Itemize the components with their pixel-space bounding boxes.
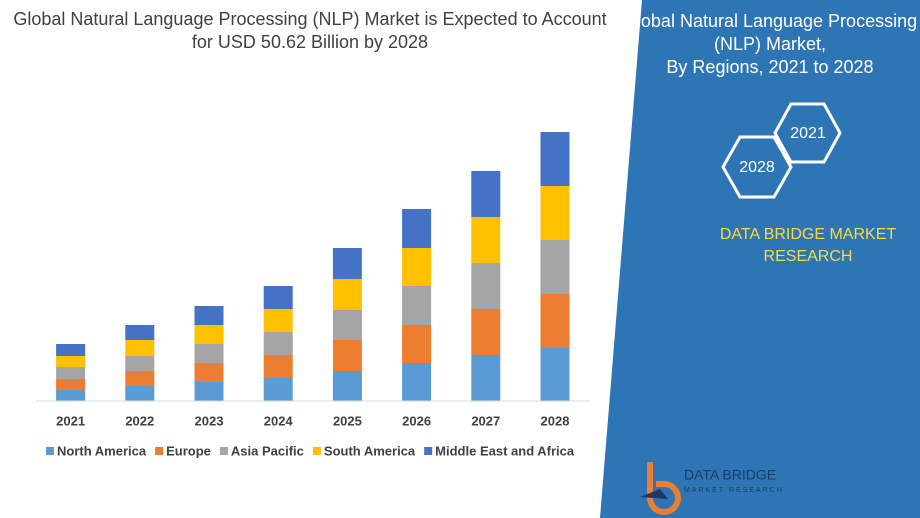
bar-segment bbox=[402, 248, 432, 286]
bar-segment bbox=[125, 386, 155, 401]
bar-segment bbox=[332, 279, 362, 310]
side-title-line: By Regions, 2021 to 2028 bbox=[666, 57, 874, 77]
bar-segment bbox=[332, 310, 362, 340]
bar-segment bbox=[332, 371, 362, 401]
bar-segment bbox=[125, 356, 155, 371]
legend-label: North America bbox=[57, 443, 147, 458]
bar-segment bbox=[471, 309, 501, 355]
brand-line: RESEARCH bbox=[763, 248, 853, 265]
brand-line: DATA BRIDGE MARKET bbox=[719, 226, 897, 243]
bar-segment bbox=[263, 332, 293, 355]
bar-segment bbox=[540, 240, 570, 294]
bar-segment bbox=[540, 132, 570, 186]
bar-segment bbox=[332, 340, 362, 371]
bar-segment bbox=[471, 355, 501, 401]
x-tick-label: 2026 bbox=[402, 413, 431, 428]
x-tick-label: 2028 bbox=[541, 413, 570, 428]
x-tick-label: 2025 bbox=[333, 413, 362, 428]
side-title: Global Natural Language Processing (NLP) … bbox=[620, 10, 920, 79]
hexagon bbox=[773, 102, 842, 164]
hexagon bbox=[721, 135, 793, 199]
bar-segment bbox=[194, 382, 224, 401]
bar-segment bbox=[471, 171, 501, 217]
bar-segment bbox=[56, 379, 86, 390]
x-tick-label: 2021 bbox=[56, 413, 85, 428]
bar-segment bbox=[56, 390, 86, 401]
legend-swatch bbox=[312, 447, 321, 455]
legend-swatch bbox=[46, 447, 54, 455]
bar-segment bbox=[194, 306, 224, 325]
bar-segment bbox=[471, 263, 501, 309]
bar-segment bbox=[56, 356, 86, 367]
bar-segment bbox=[402, 363, 432, 401]
logo-icon bbox=[647, 462, 681, 515]
bar-segment bbox=[540, 186, 570, 240]
side-title-line: (NLP) Market, bbox=[713, 34, 827, 54]
x-tick-label: 2027 bbox=[471, 413, 500, 428]
bar-segment bbox=[471, 217, 501, 263]
bar-segment bbox=[56, 367, 86, 379]
bar-segment bbox=[263, 355, 293, 378]
bar-segment bbox=[402, 209, 432, 248]
chart-title: Global Natural Language Processing (NLP)… bbox=[13, 9, 607, 52]
bar-segment bbox=[194, 325, 224, 344]
side-panel-bg bbox=[600, 0, 920, 518]
bar-segment bbox=[402, 325, 432, 363]
bar-segment bbox=[540, 348, 570, 401]
bar-segment bbox=[56, 344, 86, 356]
bar-segment bbox=[125, 371, 155, 386]
x-tick-label: 2022 bbox=[125, 413, 154, 428]
legend-swatch bbox=[424, 447, 433, 455]
legend-label: Middle East and Africa bbox=[435, 443, 575, 458]
logo-tagline: MARKET RESEARCH bbox=[684, 487, 784, 494]
bar-segment bbox=[402, 286, 432, 325]
bar-segment bbox=[540, 294, 570, 348]
logo-name: DATA BRIDGE bbox=[684, 467, 776, 483]
legend-label: Europe bbox=[166, 443, 211, 458]
plot: 2021 2022 2023 2024 2025 2026 2027 2028 North Am… bbox=[36, 132, 590, 458]
bar-segment bbox=[194, 344, 224, 363]
bar-segment bbox=[125, 325, 155, 340]
legend-swatch bbox=[155, 447, 164, 455]
legend-label: South America bbox=[324, 443, 416, 458]
bar-segment bbox=[125, 340, 155, 356]
legend-swatch bbox=[219, 447, 228, 455]
hexagon-label: 2028 bbox=[739, 159, 775, 176]
x-tick-label: 2023 bbox=[195, 413, 224, 428]
x-tick-label: 2024 bbox=[264, 413, 294, 428]
bar-segment bbox=[194, 363, 224, 382]
side-title-line: Global Natural Language Processing bbox=[622, 11, 918, 31]
bar-segment bbox=[263, 286, 293, 309]
legend-label: Asia Pacific bbox=[231, 443, 304, 458]
logo-icon bbox=[640, 489, 668, 499]
bar-segment bbox=[263, 309, 293, 332]
bar-segment bbox=[263, 378, 293, 401]
bar-segment bbox=[332, 248, 362, 279]
hexagon-label: 2021 bbox=[790, 125, 826, 142]
brand: DATA BRIDGE MARKET RESEARCH bbox=[690, 224, 920, 268]
